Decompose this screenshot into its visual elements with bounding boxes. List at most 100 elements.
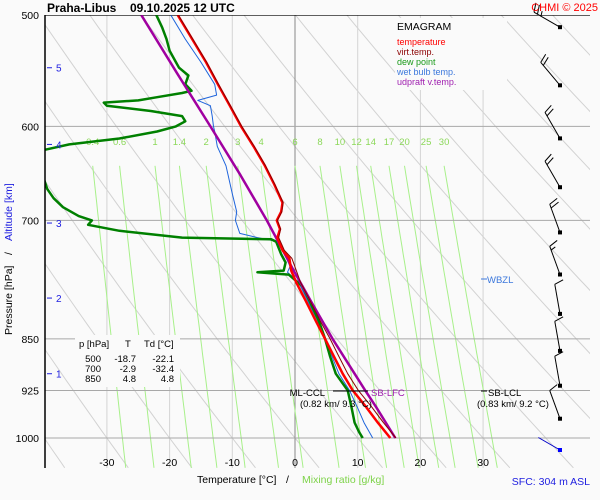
wind-barb-staff xyxy=(554,284,561,314)
table-row: 500 -18.7 -22.1 xyxy=(85,354,174,365)
table-header-td: Td [°C] xyxy=(144,339,174,350)
mixing-ratio-label: 10 xyxy=(335,137,346,148)
sb-lcl-detail: (0.83 km/ 9.2 °C) xyxy=(477,399,549,410)
altitude-tick-label: 4 xyxy=(56,140,62,151)
wind-barb-flag xyxy=(542,57,549,66)
wind-barb xyxy=(549,197,562,235)
dry-adiabat-line xyxy=(191,15,574,468)
wind-barb xyxy=(549,240,562,277)
pressure-tick-label: 850 xyxy=(21,334,39,346)
mixing-ratio-label: 6 xyxy=(292,137,297,148)
mixing-ratio-line xyxy=(388,165,440,468)
wind-barb xyxy=(540,53,562,88)
y-axis-label-group: Pressure [hPa] / Altitude [km] xyxy=(3,183,15,335)
temperature-tick-label: -20 xyxy=(162,457,177,469)
wind-barb-staff xyxy=(554,321,561,351)
dry-adiabat-line xyxy=(45,23,383,468)
series-line-temperature xyxy=(176,15,392,439)
station-title: Praha-Libus xyxy=(47,1,117,15)
wind-barb-staff xyxy=(549,246,561,275)
table-cell: -22.1 xyxy=(152,354,174,365)
annotations: ML-CCL (0.82 km/ 9.3 °C) SB-LFC SB-LCL (… xyxy=(290,275,549,410)
series-line-virt-temp xyxy=(177,15,397,439)
legend-entry-updraft: udpraft v.temp. xyxy=(397,77,456,87)
mixing-ratio-line xyxy=(154,165,192,468)
sb-lfc-label: SB-LFC xyxy=(371,388,405,399)
dry-adiabat-line xyxy=(593,3,600,468)
wind-barb-flag xyxy=(533,2,537,13)
mixing-ratio-line xyxy=(92,165,127,468)
wind-barb-station xyxy=(558,448,562,452)
mixing-ratio-label: 20 xyxy=(399,137,410,148)
mixing-ratio-label: 14 xyxy=(365,137,376,148)
table-cell: -32.4 xyxy=(152,364,174,375)
wbzl-label: WBZL xyxy=(487,275,513,286)
mixing-ratio-line xyxy=(237,165,279,468)
table-row: 850 4.8 4.8 xyxy=(85,374,174,385)
mixing-ratio-line xyxy=(119,165,155,468)
mixing-ratio-line xyxy=(425,165,479,468)
wind-barb-station xyxy=(558,83,562,88)
grid-layer: 0.4 0.6 1 1.4 2 3 4 6 8 10 12 14 17 20 25 30 xyxy=(45,3,600,468)
mixing-ratio-line xyxy=(205,165,246,468)
wind-barb-staff xyxy=(554,356,561,386)
copyright: CHMI © 2025 xyxy=(531,2,598,14)
wind-barb-station xyxy=(558,311,562,316)
wind-barb xyxy=(538,437,562,452)
wind-barb-flag xyxy=(554,351,564,357)
wind-barb-station xyxy=(558,185,562,190)
wind-barb-flag xyxy=(549,384,558,391)
table-header-p: p [hPa] xyxy=(79,339,109,350)
pressure-tick-label: 1000 xyxy=(16,433,40,445)
wind-barb-station xyxy=(558,383,562,388)
mixing-ratio-label: 30 xyxy=(439,137,450,148)
y-axis-label: Pressure [hPa] xyxy=(3,265,15,335)
mixing-ratio-label: 2 xyxy=(204,137,209,148)
dry-adiabat-line xyxy=(45,348,129,468)
mixing-ratio-label: 1.4 xyxy=(173,137,186,148)
wind-barb-half-flag xyxy=(540,10,543,17)
surface-altitude: SFC: 304 m ASL xyxy=(512,476,590,488)
mixing-ratio-line xyxy=(370,165,420,468)
series-layer xyxy=(45,15,397,439)
dry-adiabat-line xyxy=(500,15,590,113)
mixing-ratio-label: 0.6 xyxy=(113,137,126,148)
wind-barb-flag xyxy=(554,316,564,322)
wind-barb xyxy=(554,279,564,316)
pressure-tick-label: 925 xyxy=(21,385,39,397)
table-row: 700 -2.9 -32.4 xyxy=(85,364,174,375)
wind-barb-staff xyxy=(549,204,561,233)
wind-barb-station xyxy=(558,416,562,421)
legend-entry-wet-bulb: wet bulb temp. xyxy=(396,67,456,77)
mixing-ratio-line xyxy=(404,165,456,468)
wind-barb-flag xyxy=(540,53,547,63)
ml-ccl-label: ML-CCL xyxy=(290,388,325,399)
sb-lcl-label: SB-LCL xyxy=(488,388,521,399)
wind-barb-station xyxy=(558,230,562,235)
wind-barb xyxy=(554,351,564,388)
ml-ccl-detail: (0.82 km/ 9.3 °C) xyxy=(300,399,372,410)
wind-barb-layer xyxy=(533,2,564,452)
wind-barb-flag xyxy=(549,197,558,205)
table-cell: 4.8 xyxy=(123,374,136,385)
wind-barb-flag xyxy=(546,157,554,166)
legend-background xyxy=(395,18,507,90)
table-cell: -2.9 xyxy=(120,364,136,375)
dry-adiabat-line xyxy=(243,15,590,420)
legend-entry-dew-point: dew point xyxy=(397,57,436,67)
dry-adiabat-line xyxy=(89,15,447,468)
mixing-ratio-line xyxy=(178,165,218,468)
dry-adiabat-line xyxy=(346,15,590,292)
sounding-table: p [hPa] T Td [°C] 500 -18.7 -22.1 700 -2… xyxy=(75,335,180,387)
dry-adiabat-line xyxy=(294,15,590,355)
table-cell: 700 xyxy=(85,364,101,375)
table-cell: 850 xyxy=(85,374,101,385)
wind-barb-staff xyxy=(549,390,561,419)
y-axis-separator: / xyxy=(3,252,15,255)
x-axis-label: Temperature [°C] xyxy=(197,474,277,486)
table-cell: -18.7 xyxy=(114,354,136,365)
table-cell: 4.8 xyxy=(161,374,174,385)
wind-barb xyxy=(533,2,562,30)
